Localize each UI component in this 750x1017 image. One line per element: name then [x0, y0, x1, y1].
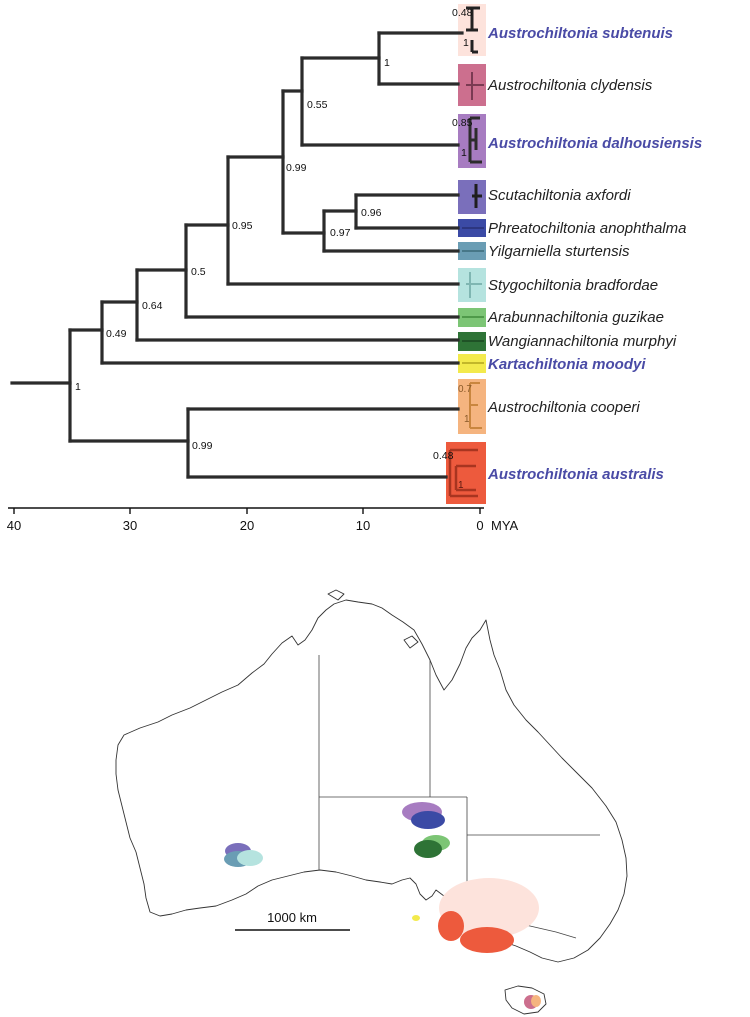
distribution-ranges — [224, 802, 541, 1009]
axis-tick-label: 0 — [476, 518, 483, 533]
taxon-label-dalhousiensis: Austrochiltonia dalhousiensis — [487, 135, 702, 152]
support-value: 1 — [458, 480, 464, 491]
taxon-label-moodyi: Kartachiltonia moodyi — [488, 356, 646, 373]
time-axis: 40 30 20 10 0 MYA — [7, 507, 519, 533]
clade-internal-branches — [448, 6, 484, 498]
taxon-label-bradfordae: Stygochiltonia bradfordae — [488, 277, 658, 294]
map-scale-bar: 1000 km — [235, 910, 350, 931]
support-value: 0.96 — [361, 207, 382, 219]
range-cooperi — [531, 995, 541, 1007]
taxon-label-sturtensis: Yilgarniella sturtensis — [488, 243, 630, 260]
island — [327, 589, 345, 601]
support-value: 0.5 — [191, 266, 206, 278]
taxon-label-guzikae: Arabunnachiltonia guzikae — [487, 309, 664, 326]
taxon-label-murphyi: Wangiannachiltonia murphyi — [488, 333, 677, 350]
support-value: 1 — [464, 414, 470, 425]
axis-tick-label: 30 — [123, 518, 137, 533]
support-value: 0.85 — [452, 117, 473, 129]
axis-tick-label: 20 — [240, 518, 254, 533]
taxon-label-subtenuis: Austrochiltonia subtenuis — [487, 25, 673, 42]
range-murphyi — [414, 840, 442, 858]
clade-box-cooperi — [458, 379, 486, 434]
support-value: 0.48 — [433, 450, 454, 462]
support-value: 1 — [463, 37, 469, 49]
clade-box-australis — [446, 442, 486, 504]
range-anophthalma — [411, 811, 445, 829]
axis-tick-label: 10 — [356, 518, 370, 533]
support-value: 0.55 — [307, 99, 328, 111]
range-australis-west — [438, 911, 464, 941]
axis-unit-label: MYA — [491, 518, 519, 533]
range-australis-east — [460, 927, 514, 953]
phylogenetic-tree: 0.48 1 1 0.55 0.85 1 0.99 0.96 0.97 0.95… — [7, 4, 702, 533]
taxon-label-clydensis: Austrochiltonia clydensis — [487, 77, 653, 94]
support-value: 0.99 — [192, 440, 213, 452]
axis-tick-label: 40 — [7, 518, 21, 533]
support-values: 0.48 1 1 0.55 0.85 1 0.99 0.96 0.97 0.95… — [75, 7, 473, 491]
australia-map: 1000 km — [115, 589, 628, 1015]
taxon-labels: Austrochiltonia subtenuis Austrochiltoni… — [487, 25, 702, 483]
support-value: 1 — [75, 381, 81, 393]
support-value: 0.7 — [458, 384, 472, 395]
support-value: 0.99 — [286, 162, 307, 174]
tree-branches — [10, 31, 464, 479]
support-value: 1 — [384, 57, 390, 69]
taxon-label-anophthalma: Phreatochiltonia anophthalma — [488, 220, 686, 237]
support-value: 0.49 — [106, 328, 127, 340]
support-value: 1 — [461, 147, 467, 159]
scale-bar-label: 1000 km — [267, 910, 317, 925]
australia-mainland — [115, 599, 628, 963]
range-moodyi — [412, 915, 420, 921]
support-value: 0.64 — [142, 300, 163, 312]
taxon-label-cooperi: Austrochiltonia cooperi — [487, 399, 640, 416]
island — [403, 635, 419, 649]
range-subtenuis — [439, 878, 539, 938]
support-value: 0.97 — [330, 227, 351, 239]
range-bradfordae — [237, 850, 263, 866]
taxon-label-axfordi: Scutachiltonia axfordi — [488, 187, 631, 204]
taxon-label-australis: Austrochiltonia australis — [487, 466, 664, 483]
support-value: 0.95 — [232, 220, 253, 232]
support-value: 0.48 — [452, 7, 473, 19]
